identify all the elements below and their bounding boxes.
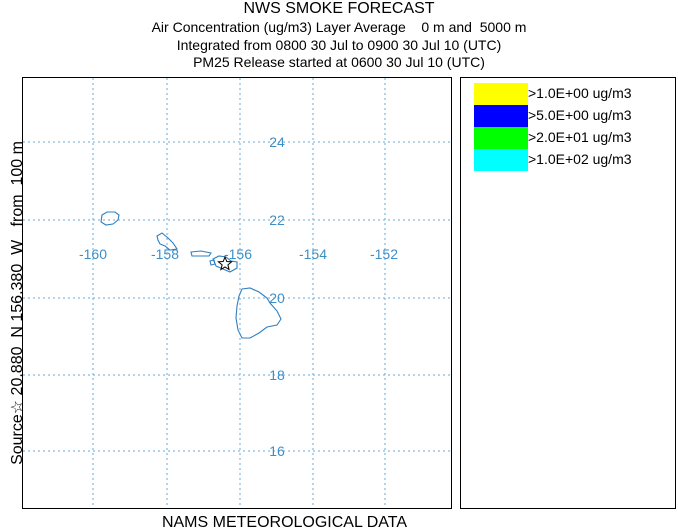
map-canvas: -160 -158 -156 -154 -152 24 22 20 18 16 xyxy=(23,78,451,508)
longitude-grid xyxy=(92,78,386,508)
island-big-island xyxy=(235,287,282,339)
lat-label: 18 xyxy=(269,367,285,383)
lat-label: 24 xyxy=(269,134,285,150)
island-maui xyxy=(212,255,238,273)
legend-swatch-yellow xyxy=(474,83,528,105)
lat-label: 22 xyxy=(269,212,285,228)
hawaiian-islands xyxy=(100,211,282,339)
island-molokai xyxy=(190,250,212,257)
lat-label: 16 xyxy=(269,443,285,459)
lon-label: -154 xyxy=(299,246,327,262)
map-title: NWS SMOKE FORECAST xyxy=(243,0,435,17)
legend-swatch-cyan xyxy=(474,149,528,171)
lat-label: 20 xyxy=(269,290,285,306)
legend-swatch-blue xyxy=(474,105,528,127)
legend-label: >2.0E+01 ug/m3 xyxy=(528,129,632,145)
latitude-grid xyxy=(23,141,451,452)
integration-period: Integrated from 0800 30 Jul to 0900 30 J… xyxy=(176,37,502,53)
map-panel: -160 -158 -156 -154 -152 24 22 20 18 16 xyxy=(22,77,452,509)
island-lanai xyxy=(209,259,216,266)
legend-label: >5.0E+00 ug/m3 xyxy=(528,107,632,123)
release-start-info: PM25 Release started at 0600 30 Jul 10 (… xyxy=(193,54,485,70)
lon-label: -152 xyxy=(370,246,398,262)
legend-label: >1.0E+02 ug/m3 xyxy=(528,151,632,167)
legend-swatch-green xyxy=(474,127,528,149)
legend-label: >1.0E+00 ug/m3 xyxy=(528,85,632,101)
meteorological-data-label: NAMS METEOROLOGICAL DATA xyxy=(161,514,408,531)
concentration-description: Air Concentration (ug/m3) Layer Average … xyxy=(151,19,527,35)
island-oahu xyxy=(156,232,178,251)
lon-label: -160 xyxy=(79,246,107,262)
legend-panel: >1.0E+00 ug/m3 >5.0E+00 ug/m3 >2.0E+01 u… xyxy=(460,77,676,509)
lon-label: -156 xyxy=(224,246,252,262)
star-icon xyxy=(217,255,233,271)
source-location-label: Source☆ 20.880 N 156.380 W from 100 m xyxy=(9,141,26,465)
lon-label: -158 xyxy=(151,246,179,262)
island-kauai xyxy=(100,211,120,226)
